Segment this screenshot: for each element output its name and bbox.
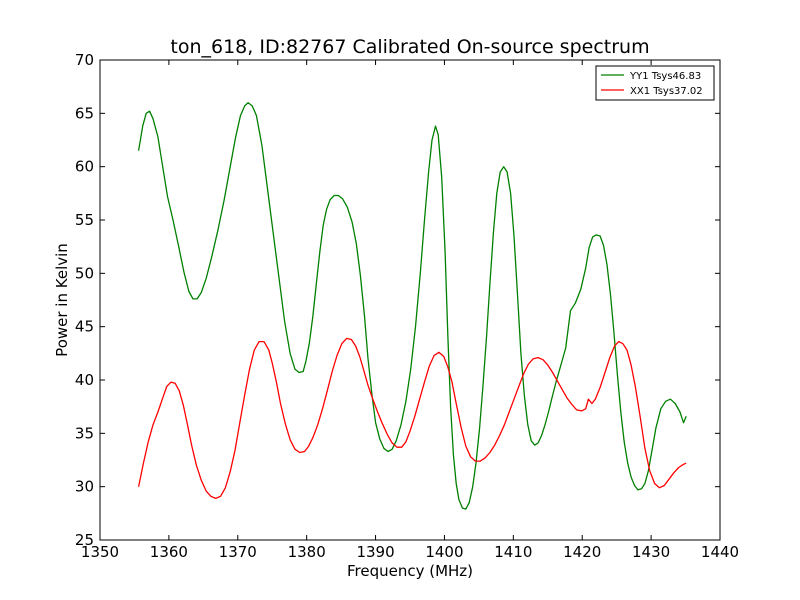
x-tick-label: 1400 bbox=[425, 543, 463, 561]
y-tick-label: 60 bbox=[75, 158, 94, 176]
series-line-xx1 bbox=[137, 337, 687, 500]
y-tick-label: 40 bbox=[75, 371, 94, 389]
plot-frame bbox=[99, 59, 721, 541]
series-layer bbox=[137, 102, 687, 510]
x-tick-label: 1390 bbox=[356, 543, 394, 561]
y-tick-label: 35 bbox=[75, 424, 94, 442]
x-tick-label: 1430 bbox=[632, 543, 670, 561]
y-tick-label: 55 bbox=[75, 211, 94, 229]
y-axis-label: Power in Kelvin bbox=[53, 243, 71, 357]
legend-label-xx1: XX1 Tsys37.02 bbox=[630, 86, 703, 97]
y-tick-label: 30 bbox=[75, 478, 94, 496]
x-tick-label: 1440 bbox=[701, 543, 739, 561]
y-tick-label: 70 bbox=[75, 51, 94, 69]
ticks-layer: 1350 1360 1370 1380 1390 1400 1410 1420 1430 1440… bbox=[75, 51, 739, 561]
x-tick-label: 1370 bbox=[219, 543, 257, 561]
x-tick-label: 1410 bbox=[494, 543, 532, 561]
x-tick-label: 1360 bbox=[150, 543, 188, 561]
chart-title: ton_618, ID:82767 Calibrated On-source s… bbox=[170, 36, 649, 58]
x-tick-label: 1380 bbox=[288, 543, 326, 561]
x-axis-label: Frequency (MHz) bbox=[347, 562, 473, 580]
y-tick-label: 45 bbox=[75, 318, 94, 336]
legend: YY1 Tsys46.83 XX1 Tsys37.02 bbox=[595, 65, 715, 101]
x-tick-label: 1350 bbox=[81, 543, 119, 561]
legend-box bbox=[595, 65, 715, 101]
series-line-yy1 bbox=[137, 102, 687, 510]
legend-label-yy1: YY1 Tsys46.83 bbox=[629, 71, 701, 82]
y-tick-label: 65 bbox=[75, 104, 94, 122]
x-tick-label: 1420 bbox=[563, 543, 601, 561]
y-tick-label: 25 bbox=[75, 531, 94, 549]
y-tick-label: 50 bbox=[75, 264, 94, 282]
